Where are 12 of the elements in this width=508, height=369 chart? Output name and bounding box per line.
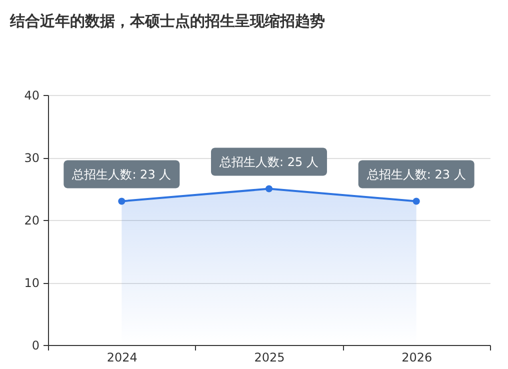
y-tick-label: 30 xyxy=(24,151,40,165)
data-label: 总招生人数: 23 人 xyxy=(71,167,172,182)
chart-title: 结合近年的数据，本硕士点的招生呈现缩招趋势 xyxy=(9,12,325,30)
data-label: 总招生人数: 23 人 xyxy=(366,167,466,182)
y-tick-label: 40 xyxy=(24,88,40,102)
x-tick-label: 2026 xyxy=(402,350,432,364)
data-label: 总招生人数: 25 人 xyxy=(218,154,318,169)
x-tick-label: 2024 xyxy=(106,350,138,364)
y-tick-label: 10 xyxy=(24,276,40,290)
y-tick-label: 0 xyxy=(32,338,40,352)
y-tick-label: 20 xyxy=(24,214,40,228)
x-tick-label: 2025 xyxy=(254,350,285,364)
